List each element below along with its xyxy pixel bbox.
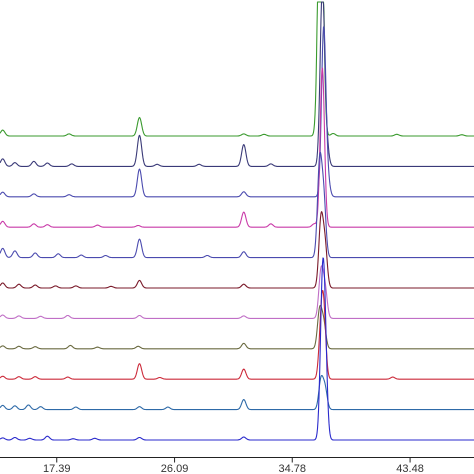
x-tick-label: 34.78 xyxy=(278,463,306,474)
trace-7 xyxy=(0,265,474,319)
x-tick-label: 26.09 xyxy=(161,463,189,474)
trace-1 xyxy=(0,1,474,137)
trace-11 xyxy=(0,257,474,441)
trace-3 xyxy=(0,26,474,198)
trace-2 xyxy=(0,1,474,167)
trace-8 xyxy=(0,304,474,350)
trace-5 xyxy=(0,151,474,259)
trace-10 xyxy=(0,374,474,411)
trace-6 xyxy=(0,211,474,289)
x-tick-label: 43.48 xyxy=(396,463,424,474)
trace-9 xyxy=(0,289,474,380)
x-ticks-group: 17.39 26.09 34.78 43.48 xyxy=(43,457,424,474)
x-tick-label: 17.39 xyxy=(43,463,71,474)
trace-4 xyxy=(0,67,474,228)
traces-group xyxy=(0,1,474,441)
